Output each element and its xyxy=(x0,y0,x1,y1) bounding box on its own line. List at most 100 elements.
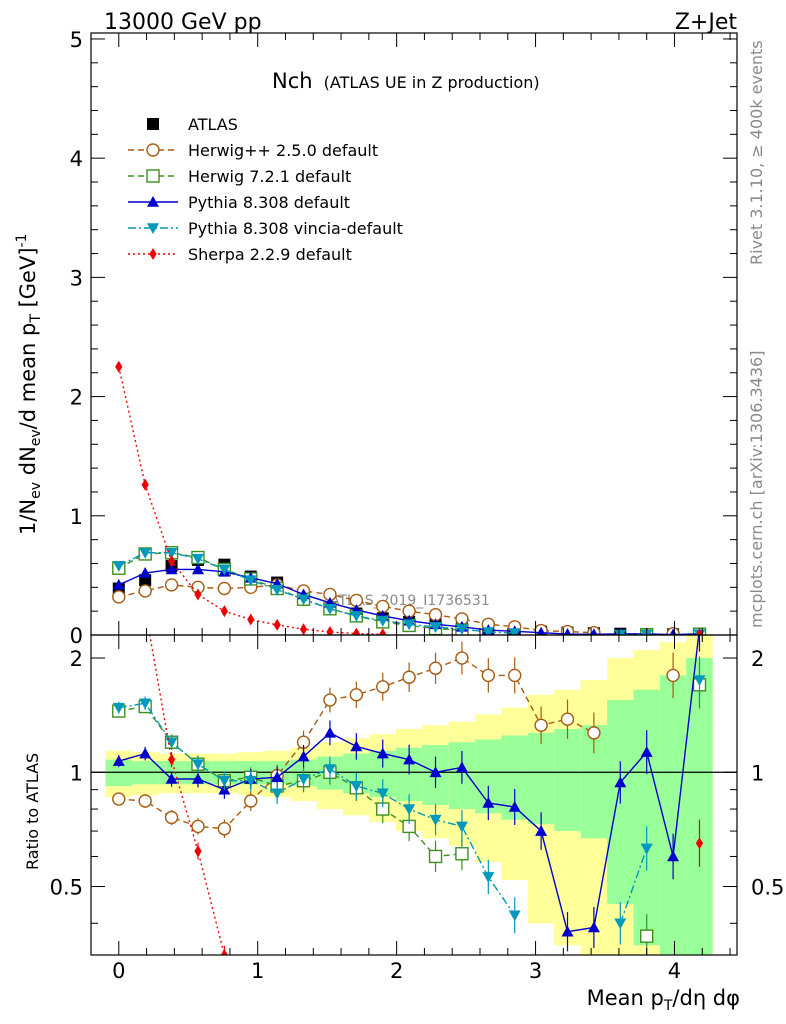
point-pythia-8-308-vincia-default xyxy=(455,624,468,635)
ratio-point-pythia-8-308-default xyxy=(535,825,548,836)
point-sherpa-2-2-9-default xyxy=(115,360,123,373)
point-pythia-8-308-vincia-default xyxy=(112,561,125,572)
point-pythia-8-308-vincia-default xyxy=(297,594,310,606)
point-pythia-8-308-vincia-default xyxy=(244,575,257,587)
ratio-point-sherpa-2-2-9-default xyxy=(194,845,202,858)
ratio-y-label: Ratio to ATLAS xyxy=(23,753,42,870)
point-sherpa-2-2-9-default xyxy=(273,618,281,631)
ratio-point-pythia-8-308-default xyxy=(587,921,600,933)
ratio-band-inner xyxy=(633,689,660,946)
point-sherpa-2-2-9-default xyxy=(326,626,334,635)
ratio-tick-label: 2 xyxy=(70,647,83,671)
ratio-point-herwig-2-5-0-default xyxy=(217,822,232,836)
ratio-point-herwig-2-5-0-default xyxy=(587,726,601,740)
point-sherpa-2-2-9-default xyxy=(194,588,202,601)
ratio-point-pythia-8-308-default xyxy=(112,755,125,766)
legend-label-herwig-2-5-0-default: Herwig++ 2.5.0 default xyxy=(188,141,378,160)
legend-marker-pythia-8-308-default xyxy=(147,196,159,207)
point-pythia-8-308-vincia-default xyxy=(376,615,389,627)
ratio-point-pythia-8-308-default xyxy=(139,747,152,759)
ratio-point-herwig-2-5-0-default xyxy=(191,819,205,834)
chart-title-sub: (ATLAS UE in Z production) xyxy=(324,73,540,92)
legend-marker-atlas xyxy=(147,118,159,130)
point-pythia-8-308-default xyxy=(590,628,598,635)
ratio-point-pythia-8-308-default xyxy=(455,761,468,773)
point-pythia-8-308-vincia-default xyxy=(614,629,627,635)
ratio-point-pythia-8-308-default xyxy=(165,773,178,784)
point-pythia-8-308-default xyxy=(139,567,152,578)
ratio-point-herwig-7-2-1-default xyxy=(639,929,654,943)
ratio-point-herwig-2-5-0-default xyxy=(349,688,364,702)
ratio-point-herwig-2-5-0-default xyxy=(323,693,337,707)
ratio-point-sherpa-2-2-9-default xyxy=(142,603,149,615)
ratio-point-pythia-8-308-default xyxy=(640,746,653,757)
ratio-frame xyxy=(90,634,738,956)
ratio-point-pythia-8-308-default xyxy=(614,776,627,788)
ratio-point-pythia-8-308-vincia-default xyxy=(244,775,257,787)
legend-label-atlas: ATLAS xyxy=(188,115,238,134)
y-tick-label: 4 xyxy=(70,147,83,171)
ratio-point-herwig-2-5-0-default xyxy=(164,810,179,825)
header-left: 13000 GeV pp xyxy=(104,10,262,35)
ratio-point-sherpa-2-2-9-default xyxy=(167,753,176,766)
y-tick-label: 2 xyxy=(70,386,83,410)
ratio-band-inner xyxy=(527,732,555,825)
ratio-point-herwig-2-5-0-default xyxy=(455,651,469,665)
axis-ticks: 0 1 2 3 4 5 0 1 2 3 4 0.5 0.5 1 1 2 2 xyxy=(50,28,785,983)
ratio-point-pythia-8-308-vincia-default xyxy=(482,872,495,883)
legend-marker-sherpa-2-2-9-default xyxy=(149,248,157,260)
ratio-point-pythia-8-308-default xyxy=(561,925,574,937)
point-pythia-8-308-default xyxy=(536,626,546,635)
ratio-point-pythia-8-308-default xyxy=(350,740,363,752)
ratio-point-pythia-8-308-vincia-default xyxy=(403,804,416,816)
ratio-point-pythia-8-308-vincia-default xyxy=(508,910,521,922)
point-pythia-8-308-vincia-default xyxy=(403,619,416,631)
ratio-point-herwig-7-2-1-default xyxy=(428,849,443,864)
chart-title: Nch (ATLAS UE in Z production) xyxy=(272,69,540,93)
ratio-point-pythia-8-308-vincia-default xyxy=(191,759,204,771)
ratio-point-herwig-2-5-0-default xyxy=(402,670,416,684)
ratio-tick-label: 1 xyxy=(70,761,83,785)
ratio-point-pythia-8-308-vincia-default xyxy=(350,781,363,793)
ratio-point-herwig-2-5-0-default xyxy=(534,718,548,732)
legend-marker-herwig-7-2-1-default xyxy=(146,169,160,183)
point-pythia-8-308-default xyxy=(112,578,125,590)
ratio-point-pythia-8-308-default xyxy=(403,753,416,765)
point-herwig-2-5-0-default xyxy=(164,578,179,592)
ratio-point-pythia-8-308-vincia-default xyxy=(376,788,389,800)
ratio-point-pythia-8-308-vincia-default xyxy=(218,775,231,787)
y-tick-label: 1 xyxy=(70,505,83,529)
point-sherpa-2-2-9-default xyxy=(352,627,360,635)
x-tick-label: 0 xyxy=(112,959,125,983)
point-herwig-2-5-0-default xyxy=(138,584,152,598)
ratio-point-pythia-8-308-vincia-default xyxy=(271,788,284,800)
main-series-layer xyxy=(112,360,707,635)
x-axis-label: Mean pT/dη dφ xyxy=(587,986,740,1014)
y-tick-label: 0 xyxy=(70,624,83,648)
ratio-point-pythia-8-308-vincia-default xyxy=(139,698,152,710)
mcplots-label: mcplots.cern.ch [arXiv:1306.3436] xyxy=(747,351,766,628)
ratio-band-inner xyxy=(659,675,687,955)
ratio-band-inner xyxy=(554,729,581,832)
ratio-point-pythia-8-308-default xyxy=(429,766,442,778)
point-pythia-8-308-default xyxy=(191,563,204,575)
ratio-tick-label-right: 1 xyxy=(751,761,764,785)
ratio-point-pythia-8-308-default xyxy=(376,747,389,759)
ratio-point-pythia-8-308-default xyxy=(191,773,204,784)
point-sherpa-2-2-9-default xyxy=(167,555,176,568)
legend-label-sherpa-2-2-9-default: Sherpa 2.2.9 default xyxy=(188,245,352,264)
ratio-tick-label-right: 0.5 xyxy=(751,876,784,900)
point-sherpa-2-2-9-default xyxy=(247,613,255,626)
point-pythia-8-308-vincia-default xyxy=(350,611,363,622)
ratio-point-herwig-2-5-0-default xyxy=(138,794,152,808)
ratio-point-pythia-8-308-vincia-default xyxy=(455,821,468,833)
ratio-point-sherpa-2-2-9-default xyxy=(115,477,122,489)
point-sherpa-2-2-9-default xyxy=(379,628,387,635)
x-tick-label: 3 xyxy=(529,959,542,983)
ratio-point-pythia-8-308-vincia-default xyxy=(614,918,627,930)
ratio-point-pythia-8-308-vincia-default xyxy=(165,737,178,749)
analysis-watermark: ATLAS_2019_I1736531 xyxy=(330,593,490,609)
point-pythia-8-308-vincia-default xyxy=(323,603,336,615)
point-sherpa-2-2-9-default xyxy=(141,478,149,491)
